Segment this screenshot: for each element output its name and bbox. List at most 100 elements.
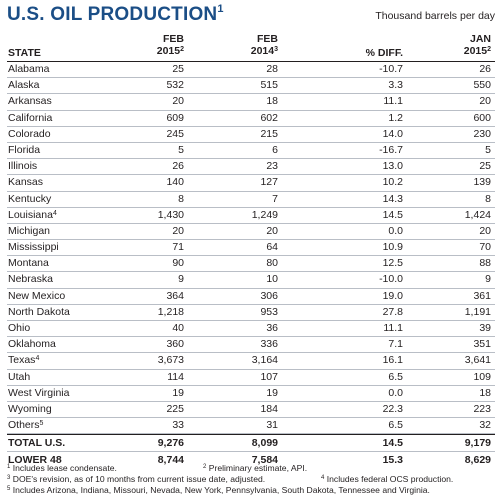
jan-2015-cell: 32 bbox=[479, 419, 491, 432]
feb-2014-cell: 10 bbox=[266, 273, 278, 286]
pct-diff-cell: 13.0 bbox=[382, 160, 403, 173]
table-row: Alabama 25 28 -10.7 26 bbox=[7, 62, 495, 79]
state-name-cell: Illinois bbox=[8, 159, 37, 174]
jan-2015-header-top: JAN bbox=[469, 33, 491, 45]
pct-diff-cell: 0.0 bbox=[388, 386, 403, 399]
title-footnote-mark: 1 bbox=[217, 3, 224, 15]
table-row: Kansas 140 127 10.2 139 bbox=[7, 175, 495, 192]
jan-2015-cell: 9 bbox=[485, 273, 491, 286]
units-label: Thousand barrels per day bbox=[375, 10, 495, 22]
table-row: Alaska 532 515 3.3 550 bbox=[7, 78, 495, 95]
footnote-2-text: Preliminary estimate, API. bbox=[208, 463, 308, 473]
footnote-2-mark: 2 bbox=[203, 464, 207, 470]
table-row: Others5 33 31 6.5 32 bbox=[7, 418, 495, 435]
totals-label: TOTAL U.S. bbox=[8, 437, 66, 450]
jan-2015-cell: 20 bbox=[479, 224, 491, 237]
table-row: Wyoming 225 184 22.3 223 bbox=[7, 402, 495, 419]
jan-2015-cell: 9,179 bbox=[464, 437, 491, 450]
footnote-1: 1 Includes lease condensate. bbox=[7, 463, 117, 476]
table-row: West Virginia 19 19 0.0 18 bbox=[7, 386, 495, 402]
state-name: Kansas bbox=[8, 176, 44, 189]
pct-diff-cell: 11.1 bbox=[383, 322, 403, 334]
feb-2014-cell: 19 bbox=[266, 386, 278, 399]
state-name-cell: Oklahoma bbox=[8, 337, 56, 352]
totals-label: LOWER 48 bbox=[8, 454, 62, 467]
footnotes: 1 Includes lease condensate. 2 Prelimina… bbox=[7, 463, 495, 496]
feb-2014-cell: 31 bbox=[266, 419, 278, 432]
table-row: Texas4 3,673 3,164 16.1 3,641 bbox=[7, 353, 495, 370]
feb-2015-cell: 245 bbox=[166, 127, 184, 140]
feb-2014-cell: 7,584 bbox=[251, 454, 278, 467]
state-name-cell: Alaska bbox=[8, 78, 40, 93]
pct-diff-cell: 19.0 bbox=[382, 289, 403, 302]
feb-2014-cell: 215 bbox=[260, 127, 278, 140]
feb-2014-cell: 23 bbox=[266, 160, 278, 173]
jan-2015-footnote-mark: 2 bbox=[487, 46, 491, 53]
state-name: Illinois bbox=[8, 160, 38, 173]
table-row: Michigan 20 20 0.0 20 bbox=[7, 224, 495, 241]
jan-2015-cell: 39 bbox=[479, 322, 491, 334]
state-name: Arkansas bbox=[8, 95, 52, 108]
footnote-4-mark: 4 bbox=[321, 475, 325, 481]
state-name-cell: Mississippi bbox=[8, 240, 59, 255]
state-name-cell: Montana bbox=[8, 256, 49, 271]
pct-diff-header-label: % DIFF. bbox=[365, 47, 403, 59]
feb-2015-cell: 140 bbox=[166, 176, 184, 189]
table-row: Nebraska 9 10 -10.0 9 bbox=[7, 272, 495, 289]
state-name-cell: Arkansas bbox=[8, 94, 52, 109]
state-name-cell: North Dakota bbox=[8, 305, 70, 320]
table-row: Montana 90 80 12.5 88 bbox=[7, 256, 495, 273]
footnote-4-text: Includes federal OCS production. bbox=[326, 474, 454, 484]
table-row: Kentucky 8 7 14.3 8 bbox=[7, 192, 495, 208]
table-row: Colorado 245 215 14.0 230 bbox=[7, 127, 495, 143]
table-row: North Dakota 1,218 953 27.8 1,191 bbox=[7, 305, 495, 321]
state-name-cell: Colorado bbox=[8, 127, 51, 142]
feb-2014-cell: 107 bbox=[260, 370, 278, 383]
table-row: New Mexico 364 306 19.0 361 bbox=[7, 289, 495, 305]
jan-2015-cell: 230 bbox=[473, 127, 491, 140]
feb-2014-cell: 1,249 bbox=[251, 208, 278, 221]
table-row: California 609 602 1.2 600 bbox=[7, 111, 495, 127]
feb-2014-cell: 36 bbox=[266, 322, 278, 334]
state-name: Montana bbox=[8, 257, 49, 270]
table-row: Utah 114 107 6.5 109 bbox=[7, 370, 495, 386]
column-header-state: STATE bbox=[8, 47, 41, 59]
state-name: California bbox=[8, 111, 53, 124]
state-rows: Alabama 25 28 -10.7 26 Alaska 532 515 3.3 550 Arka… bbox=[7, 62, 495, 435]
footnote-3: 3 DOE's revision, as of 10 months from c… bbox=[7, 474, 265, 487]
pct-diff-cell: 12.5 bbox=[382, 257, 403, 270]
totals-rows: TOTAL U.S. 9,276 8,099 14.5 9,179 LOWER 48 8,7… bbox=[7, 434, 495, 468]
state-name-cell: Kansas bbox=[8, 175, 43, 190]
jan-2015-cell: 20 bbox=[479, 95, 491, 108]
feb-2014-cell: 28 bbox=[266, 63, 278, 75]
state-name: Alabama bbox=[8, 63, 50, 75]
jan-2015-cell: 109 bbox=[473, 370, 491, 383]
state-name-cell: Wyoming bbox=[8, 402, 52, 417]
feb-2014-cell: 602 bbox=[260, 111, 278, 124]
pct-diff-cell: -16.7 bbox=[379, 143, 403, 156]
pct-diff-cell: 0.0 bbox=[388, 224, 403, 237]
jan-2015-header-bottom: 2015 bbox=[463, 45, 488, 57]
feb-2014-header-bottom: 2014 bbox=[250, 45, 275, 57]
feb-2014-cell: 515 bbox=[260, 79, 278, 92]
feb-2014-cell: 6 bbox=[272, 143, 278, 156]
feb-2015-footnote-mark: 2 bbox=[180, 46, 184, 53]
footnote-5-text: Includes Arizona, Indiana, Missouri, Nev… bbox=[12, 485, 430, 495]
table-header: U.S. OIL PRODUCTION1 Thousand barrels pe… bbox=[7, 3, 495, 26]
jan-2015-cell: 5 bbox=[485, 143, 491, 156]
pct-diff-cell: 22.3 bbox=[382, 402, 403, 415]
jan-2015-cell: 8 bbox=[485, 192, 491, 205]
column-header-jan-2015: JAN 20152 bbox=[464, 33, 491, 59]
footnote-4: 4 Includes federal OCS production. bbox=[321, 474, 453, 487]
feb-2014-cell: 3,164 bbox=[251, 354, 278, 367]
feb-2015-cell: 26 bbox=[172, 160, 184, 173]
state-footnote-mark: 5 bbox=[39, 420, 44, 428]
feb-2014-cell: 184 bbox=[260, 402, 278, 415]
column-header-pct-diff: % DIFF. bbox=[366, 47, 403, 59]
feb-2014-cell: 18 bbox=[266, 95, 278, 108]
column-headers: STATE FEB 20152 FEB 20143 % DIFF. JAN 20152 bbox=[7, 33, 495, 62]
feb-2015-cell: 8,744 bbox=[157, 454, 184, 467]
state-name: Ohio bbox=[8, 322, 31, 334]
state-name: Alaska bbox=[8, 79, 40, 92]
state-name: Wyoming bbox=[8, 402, 52, 415]
